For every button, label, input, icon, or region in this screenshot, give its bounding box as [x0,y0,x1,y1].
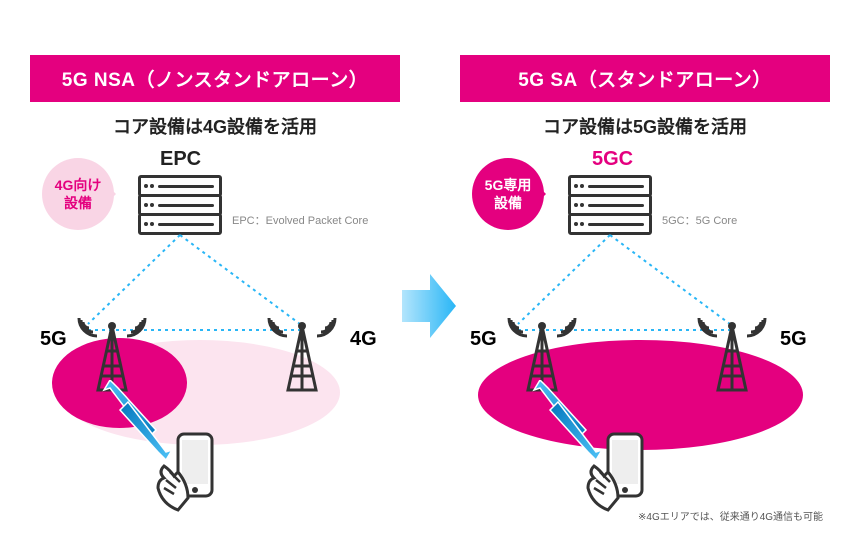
footnote: ※4Gエリアでは、従来通り4G通信も可能 [638,508,823,523]
sa-title-text: 5G SA（スタンドアローン） [518,70,772,91]
nsa-server-label: EPC [160,148,201,171]
nsa-subtitle: コア設備は4G設備を活用 [30,113,400,139]
sa-title-bar: 5G SA（スタンドアローン） [460,55,830,102]
nsa-left-waves [65,300,159,353]
nsa-phone-hand-icon [148,428,238,523]
sa-bubble: 5G専用 設備 [472,158,544,230]
nsa-server-icon [138,175,222,235]
sa-server-icon [568,175,652,235]
nsa-title-bar: 5G NSA（ノンスタンドアローン） [30,55,400,102]
nsa-server-note: EPC：Evolved Packet Core [232,212,368,228]
sa-right-waves [685,300,779,353]
nsa-right-tower-label: 4G [350,328,377,351]
nsa-title-text: 5G NSA（ノンスタンドアローン） [62,70,368,91]
transition-arrow-icon [400,270,458,347]
sa-right-tower-label: 5G [780,328,807,351]
sa-server-label: 5GC [592,148,633,171]
nsa-left-tower-label: 5G [40,328,67,351]
nsa-bubble-text: 4G向け 設備 [55,176,102,212]
nsa-right-waves [255,300,349,353]
nsa-bubble: 4G向け 設備 [42,158,114,230]
sa-subtitle: コア設備は5G設備を活用 [460,113,830,139]
sa-left-waves [495,300,589,353]
sa-server-note: 5GC：5G Core [662,212,737,228]
sa-left-tower-label: 5G [470,328,497,351]
diagram-canvas: 5G NSA（ノンスタンドアローン） 5G SA（スタンドアローン） コア設備は… [0,0,860,538]
sa-bubble-text: 5G専用 設備 [485,176,532,212]
